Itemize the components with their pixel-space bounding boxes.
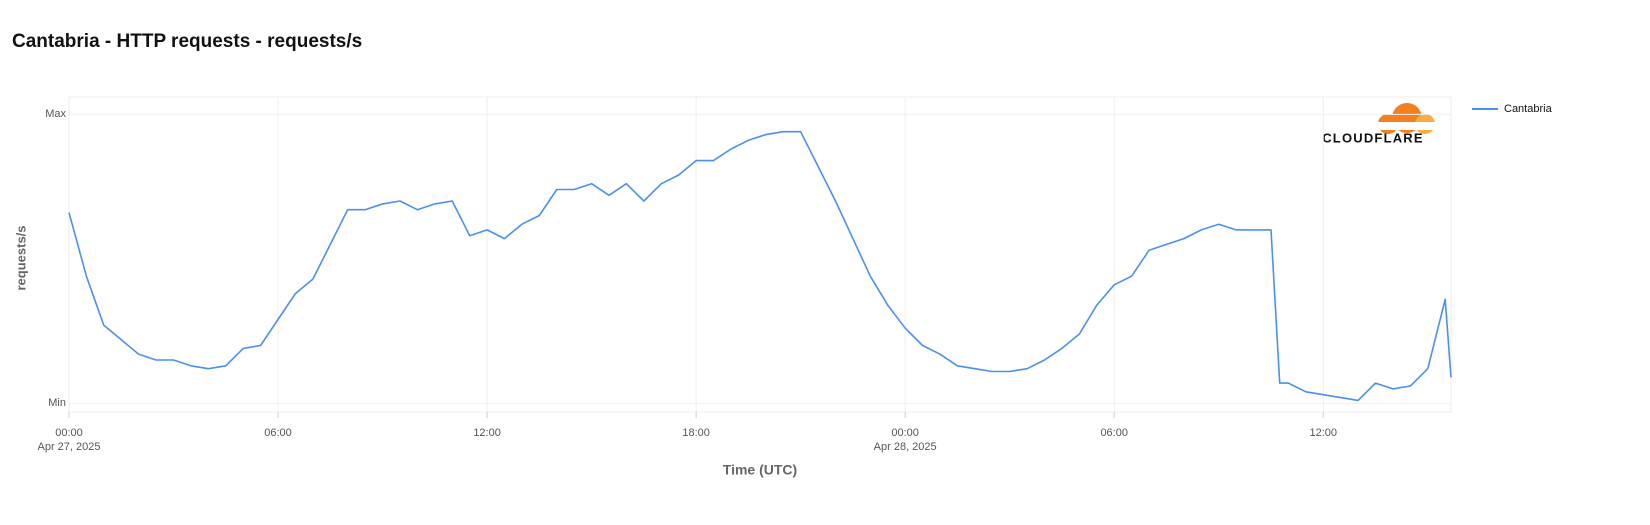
logo-gap [1375, 122, 1437, 130]
series-line [68, 130, 1452, 402]
logo: CLOUDFLARE [1322, 103, 1437, 145]
x-tick-label: 06:00 [1100, 427, 1128, 439]
x-tick-label: 00:00 [55, 427, 83, 439]
x-tick-label: 06:00 [264, 427, 292, 439]
y-tick-label: Min [48, 397, 66, 409]
logo-text: CLOUDFLARE [1322, 130, 1424, 145]
x-tick-label: 12:00 [473, 427, 501, 439]
legend-label: Cantabria [1504, 103, 1553, 115]
x-axis-title: Time (UTC) [723, 462, 797, 478]
plot-frame [68, 96, 1452, 413]
x-tick-label: 12:00 [1309, 427, 1337, 439]
chart-title: Cantabria - HTTP requests - requests/s [12, 31, 362, 52]
x-tick-date: Apr 27, 2025 [38, 441, 101, 453]
y-tick-label: Max [45, 108, 66, 120]
x-tick-label: 00:00 [891, 427, 919, 439]
x-tick-label: 18:00 [682, 427, 710, 439]
y-axis-title: requests/s [13, 225, 28, 290]
x-tick-date: Apr 28, 2025 [874, 441, 937, 453]
